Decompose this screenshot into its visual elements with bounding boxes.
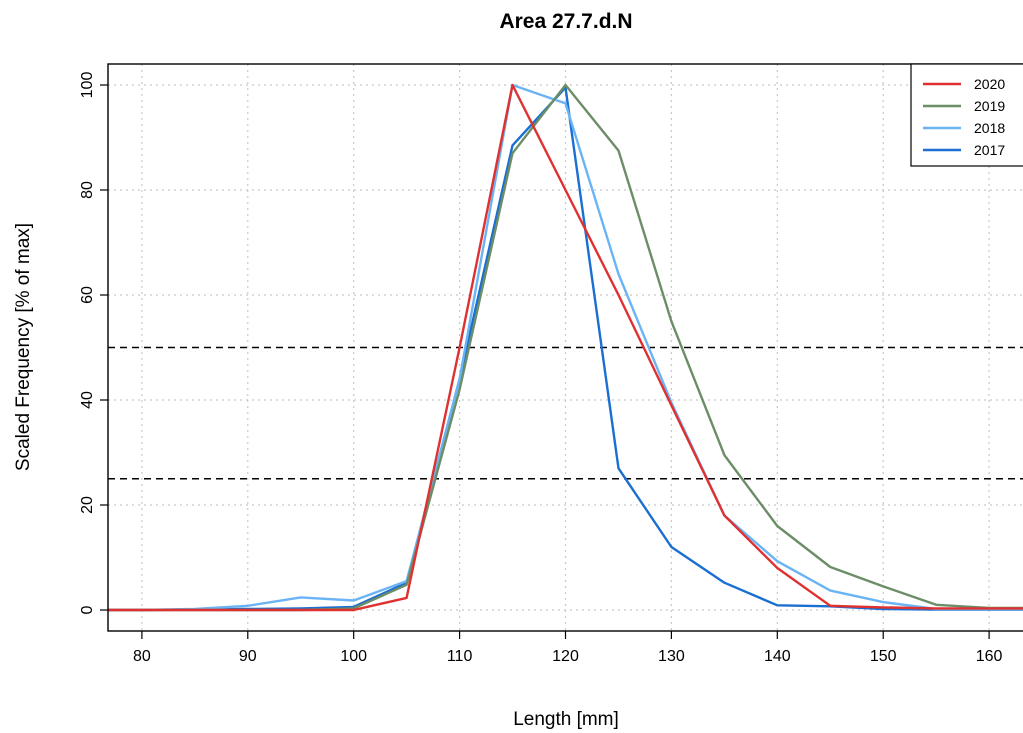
y-tick-label: 40: [79, 391, 96, 409]
legend-label-2018: 2018: [974, 120, 1005, 136]
x-tick-label: 160: [976, 648, 1003, 665]
y-tick-label: 0: [79, 605, 96, 614]
y-tick-label: 60: [79, 286, 96, 304]
chart-title: Area 27.7.d.N: [499, 10, 632, 33]
legend: 2020 2019 2018 2017: [910, 63, 1023, 167]
legend-label-2020: 2020: [974, 76, 1005, 92]
x-axis: 80 90 100 110 120 130 140 150 160: [133, 631, 1003, 665]
series-line-2018: [108, 83, 1023, 612]
y-tick-label: 20: [79, 496, 96, 514]
x-tick-label: 140: [764, 648, 791, 665]
x-tick-label: 110: [447, 648, 473, 665]
series-line-2017: [108, 86, 1023, 612]
series-lines: [108, 83, 1023, 612]
x-tick-label: 90: [239, 648, 257, 665]
x-tick-label: 130: [658, 648, 685, 665]
y-axis: 0 20 40 60 80 100: [79, 72, 108, 614]
legend-label-2019: 2019: [974, 98, 1005, 114]
y-tick-label: 80: [79, 181, 96, 199]
legend-label-2017: 2017: [974, 142, 1005, 158]
y-tick-label: 100: [79, 72, 96, 99]
y-axis-title: Scaled Frequency [% of max]: [13, 223, 34, 471]
x-axis-title: Length [mm]: [513, 709, 619, 730]
x-tick-label: 150: [870, 648, 897, 665]
x-tick-label: 120: [552, 648, 579, 665]
x-tick-label: 100: [340, 648, 367, 665]
plot-frame: [107, 63, 1023, 632]
reference-lines: [108, 346, 1023, 480]
x-tick-label: 80: [133, 648, 151, 665]
series-line-2020: [108, 83, 1023, 612]
